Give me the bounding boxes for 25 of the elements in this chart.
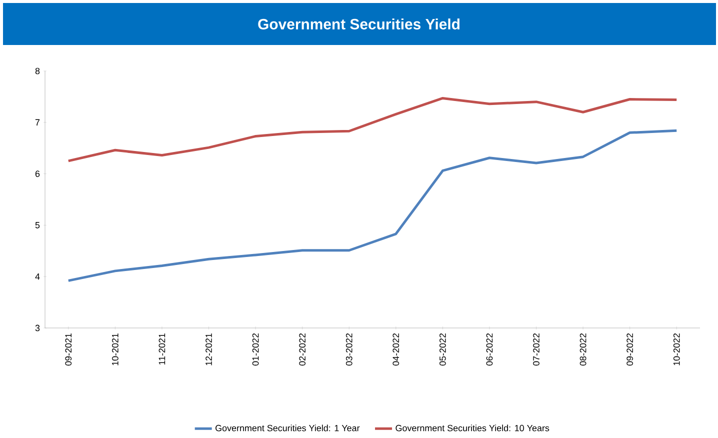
y-tick-label: 8 [35, 68, 40, 74]
x-tick-label: 03-2022 [346, 333, 352, 366]
x-tick-label: 09-2022 [626, 333, 634, 366]
x-tick-label: 05-2022 [440, 333, 446, 366]
line-series [67, 129, 678, 282]
legend-label: Government Securities Yield: 1 Year [216, 424, 360, 432]
x-tick-label: 01-2022 [252, 333, 259, 366]
y-tick-label: 5 [35, 222, 40, 228]
line-series [67, 96, 678, 162]
legend-label: Government Securities Yield: 10 Years [396, 424, 550, 432]
x-tick-label: 09-2021 [65, 333, 72, 366]
x-tick-label: 07-2022 [533, 333, 540, 366]
x-tick-label: 04-2022 [392, 333, 400, 366]
x-tick-label: 02-2022 [299, 333, 306, 366]
chart-title: Government Securities Yield [258, 18, 460, 30]
x-tick-label: 06-2022 [486, 333, 493, 366]
x-tick-label: 10-2021 [112, 333, 118, 366]
x-tick-label: 10-2022 [673, 333, 680, 366]
y-tick-label: 6 [35, 170, 40, 177]
y-tick-label: 7 [35, 119, 40, 126]
x-tick-label: 08-2022 [580, 333, 586, 366]
y-tick-label: 4 [35, 274, 40, 280]
x-tick-label: 11-2021 [158, 333, 166, 365]
y-tick-label: 3 [35, 324, 40, 332]
x-tick-label: 12-2021 [206, 333, 212, 366]
